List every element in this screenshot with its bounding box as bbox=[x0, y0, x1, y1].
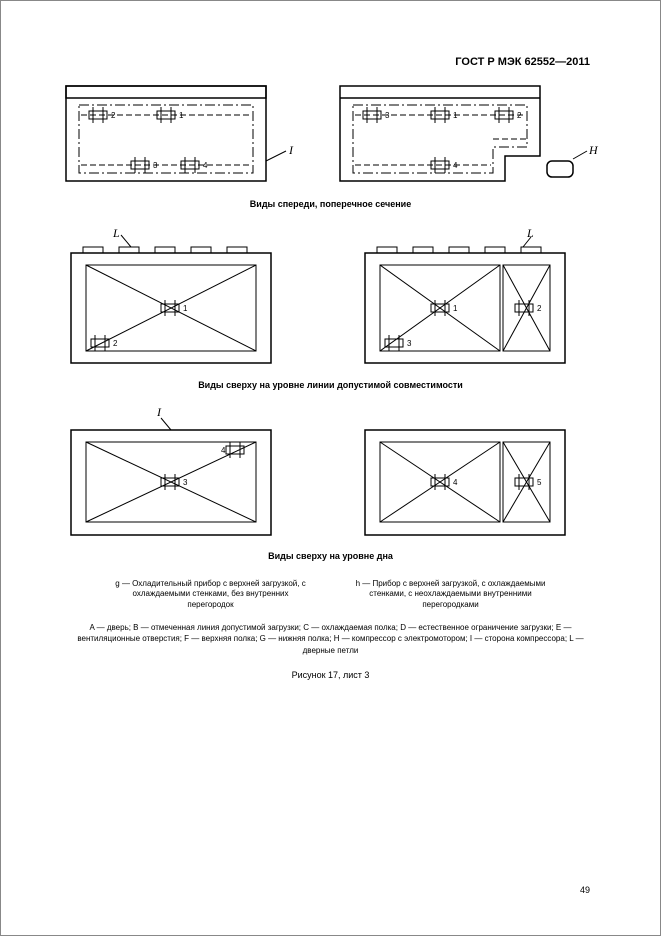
page-number: 49 bbox=[580, 885, 590, 895]
standard-header: ГОСТ Р МЭК 62552—2011 bbox=[455, 56, 590, 68]
label-I: I bbox=[288, 143, 294, 157]
figure-row-2: L bbox=[61, 227, 600, 372]
caption-row2: Виды сверху на уровне линии допустимой с… bbox=[61, 380, 600, 390]
legend-col-h: h — Прибор с верхней загрузкой, с охлажд… bbox=[351, 579, 551, 610]
label-m1: 1 bbox=[453, 111, 458, 120]
fig-h-top-bottom: 4 5 bbox=[355, 408, 600, 543]
figure-row-3: I 4 3 bbox=[61, 408, 600, 543]
label-m4: 4 bbox=[453, 478, 458, 487]
label-m2: 2 bbox=[537, 304, 542, 313]
fig-h-top-load-svg: L bbox=[355, 227, 600, 372]
legend-col-g: g — Охладительный прибор с верхней загру… bbox=[111, 579, 311, 610]
fig-g-top-bottom-svg: I 4 3 bbox=[61, 408, 306, 543]
fig-h-front: 3 1 2 4 H bbox=[335, 81, 600, 191]
label-m3: 3 bbox=[153, 161, 158, 170]
fig-g-top-load-svg: L bbox=[61, 227, 306, 372]
caption-row1: Виды спереди, поперечное сечение bbox=[61, 199, 600, 209]
fig-g-top-bottom: I 4 3 bbox=[61, 408, 306, 543]
label-m3: 3 bbox=[407, 339, 412, 348]
hinges bbox=[83, 247, 247, 253]
label-H: H bbox=[588, 143, 599, 157]
caption-row3: Виды сверху на уровне дна bbox=[61, 551, 600, 561]
fig-h-top-bottom-svg: 4 5 bbox=[355, 408, 600, 543]
fig-g-front: 2 1 3 bbox=[61, 81, 306, 191]
label-m3: 3 bbox=[183, 478, 188, 487]
label-m2: 2 bbox=[517, 111, 522, 120]
label-m1: 1 bbox=[183, 304, 188, 313]
label-m2: 2 bbox=[111, 111, 116, 120]
label-m1: 1 bbox=[453, 304, 458, 313]
fig-g-front-svg: 2 1 3 bbox=[61, 81, 306, 191]
label-I: I bbox=[156, 408, 162, 419]
label-m4: 4 bbox=[203, 161, 208, 170]
label-m1: 1 bbox=[179, 111, 184, 120]
figure-label: Рисунок 17, лист 3 bbox=[61, 670, 600, 680]
fig-h-top-load: L bbox=[355, 227, 600, 372]
label-m4: 4 bbox=[221, 446, 226, 455]
label-m3: 3 bbox=[385, 111, 390, 120]
figure-row-1: 2 1 3 bbox=[61, 81, 600, 191]
figures-area: 2 1 3 bbox=[61, 81, 600, 680]
label-L: L bbox=[112, 227, 120, 240]
label-m2: 2 bbox=[113, 339, 118, 348]
legend-columns: g — Охладительный прибор с верхней загру… bbox=[61, 579, 600, 610]
fig-h-front-svg: 3 1 2 4 H bbox=[335, 81, 600, 191]
label-m4: 4 bbox=[453, 161, 458, 170]
hinges bbox=[377, 247, 541, 253]
page-container: ГОСТ Р МЭК 62552—2011 bbox=[0, 0, 661, 936]
label-m5: 5 bbox=[537, 478, 542, 487]
main-legend: A — дверь; B — отмеченная линия допустим… bbox=[61, 622, 600, 656]
fig-g-top-load: L bbox=[61, 227, 306, 372]
